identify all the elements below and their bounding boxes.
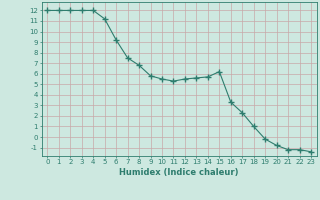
X-axis label: Humidex (Indice chaleur): Humidex (Indice chaleur) — [119, 168, 239, 177]
